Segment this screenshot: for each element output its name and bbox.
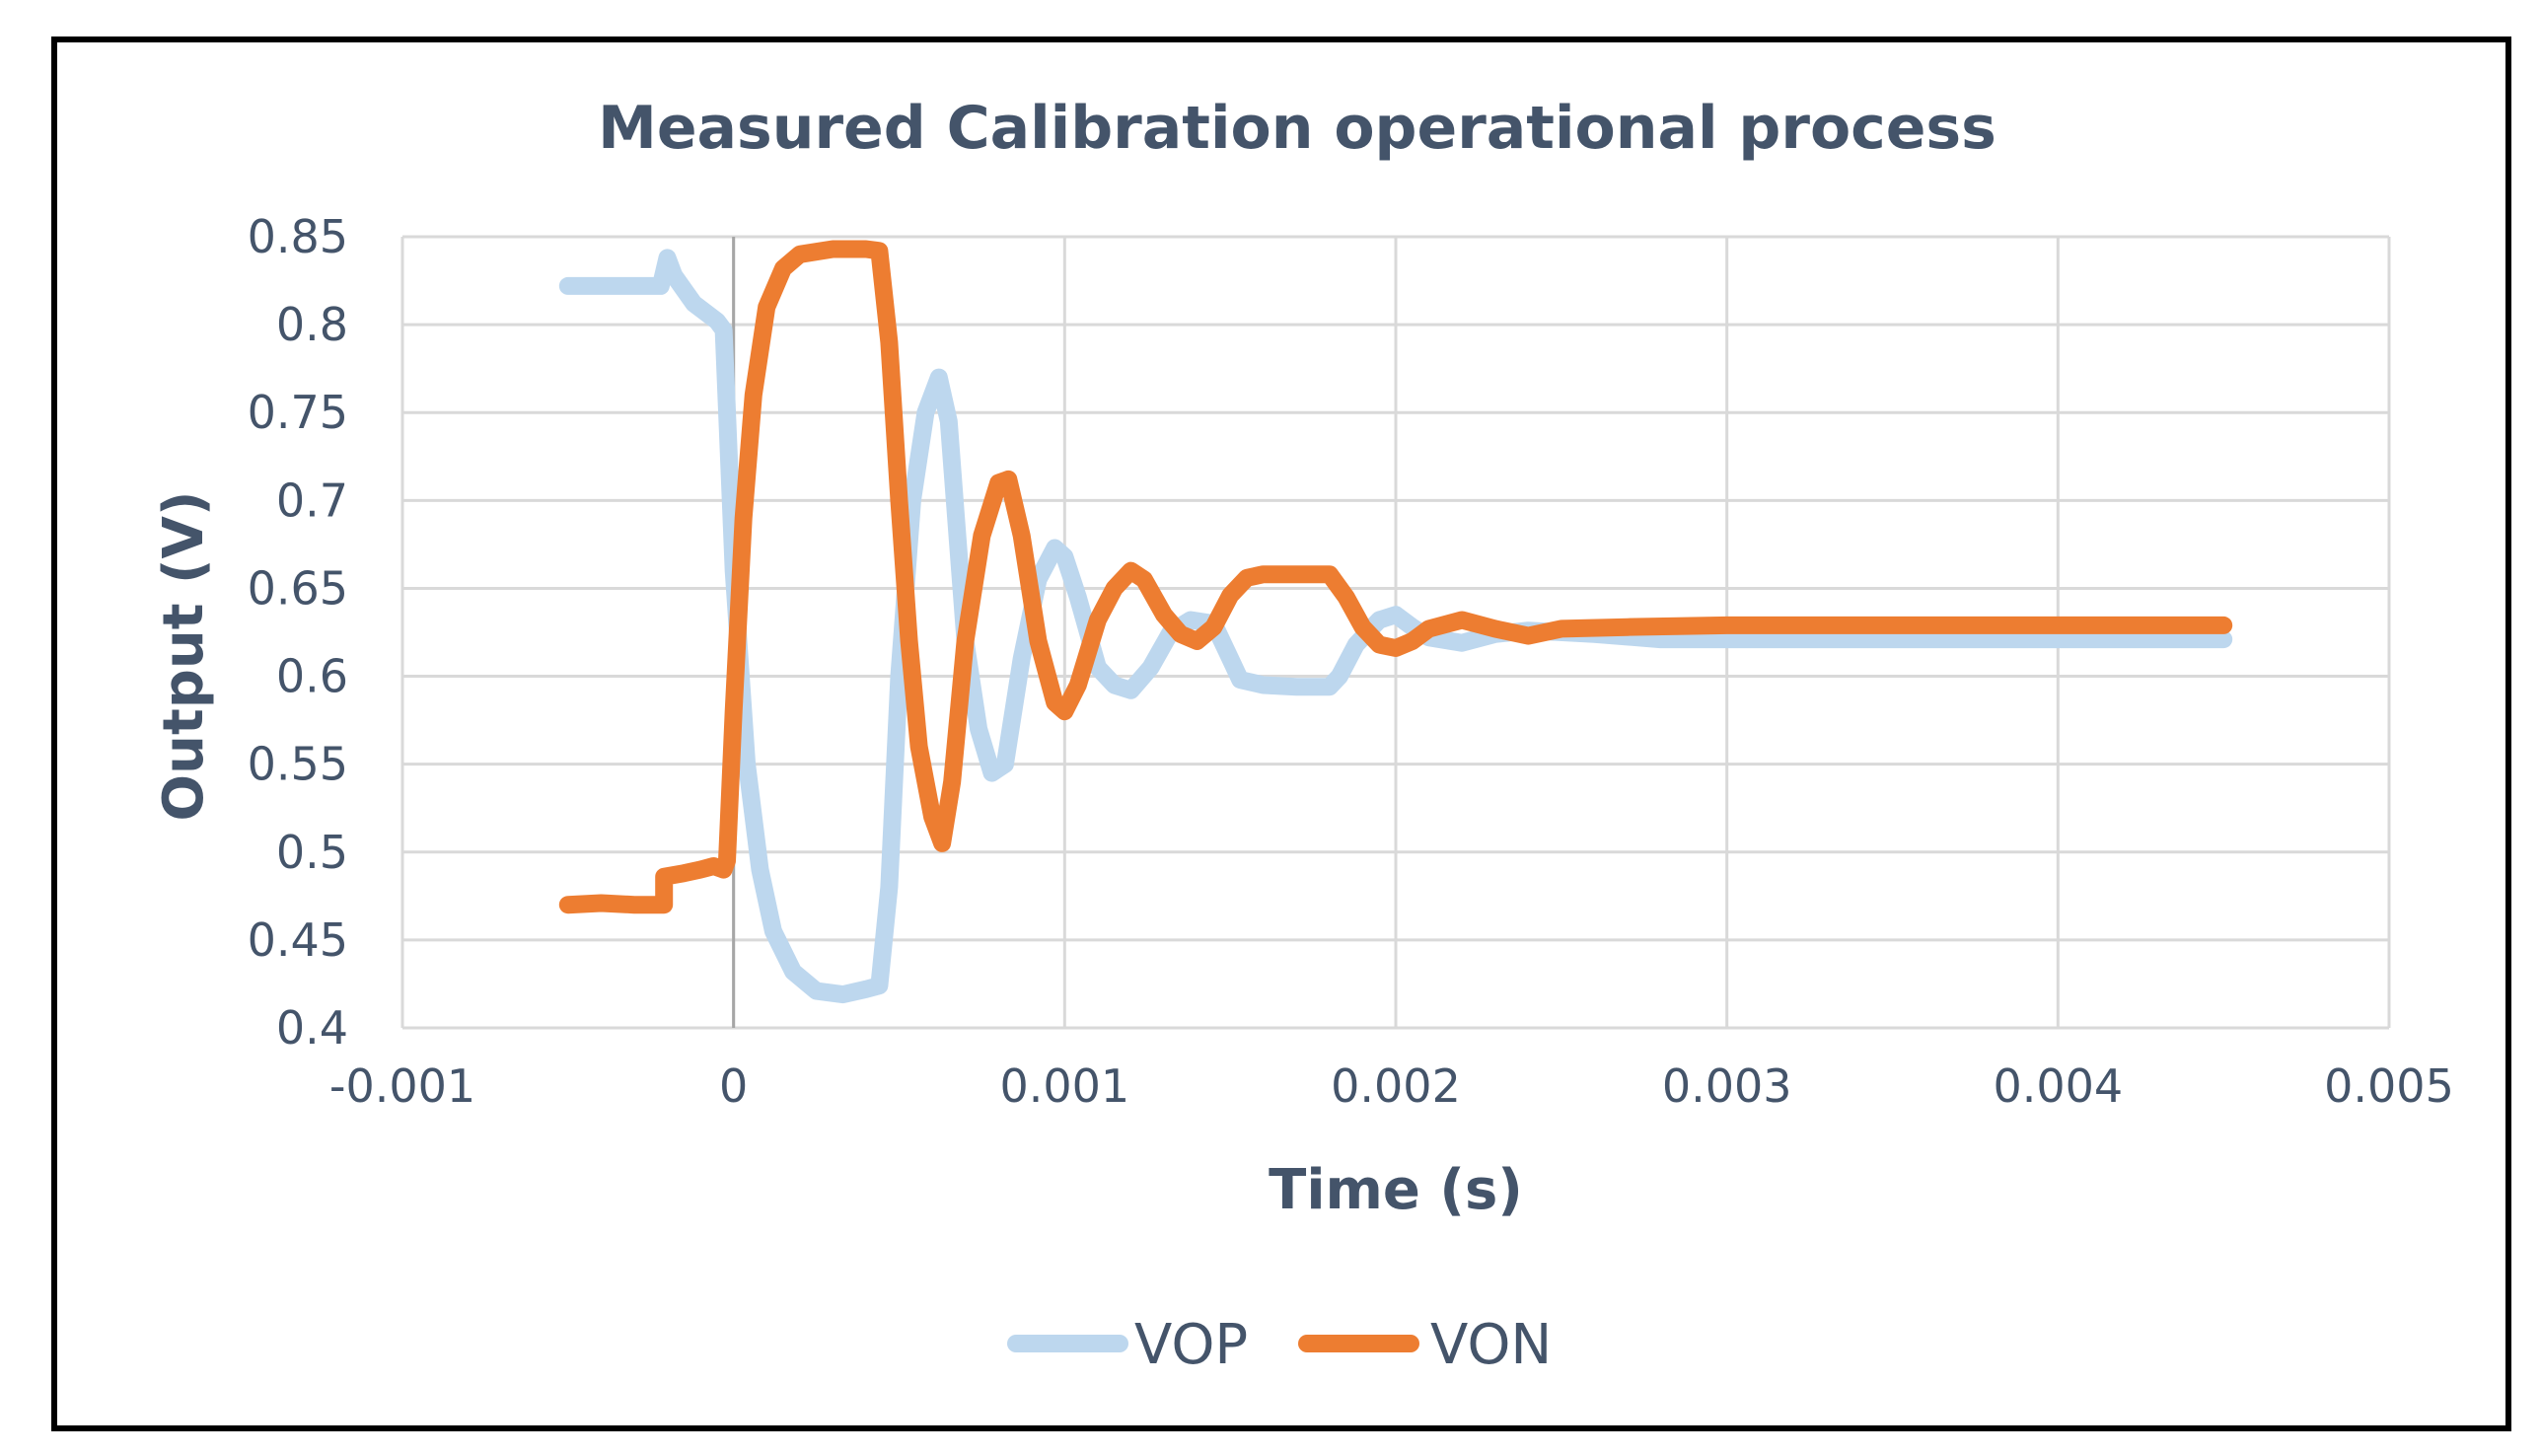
y-tick-label: 0.6 bbox=[276, 650, 348, 703]
legend-label-von: VON bbox=[1430, 1313, 1552, 1377]
y-axis-ticks: 0.4 0.45 0.5 0.55 0.6 0.65 0.7 0.75 0.8 0.85 bbox=[248, 210, 348, 1055]
y-tick-label: 0.5 bbox=[276, 826, 348, 879]
x-tick-label: 0.002 bbox=[1331, 1059, 1461, 1113]
y-tick-label: 0.55 bbox=[248, 738, 348, 791]
x-axis-title: Time (s) bbox=[1269, 1158, 1523, 1222]
chart-border bbox=[51, 36, 2511, 1431]
x-tick-label: 0.003 bbox=[1662, 1059, 1792, 1113]
series-line-von bbox=[558, 240, 2233, 914]
x-axis-ticks: -0.001 0 0.001 0.002 0.003 0.004 0.005 bbox=[329, 1059, 2454, 1113]
x-tick-label: 0.004 bbox=[1993, 1059, 2123, 1113]
legend: VOP VON bbox=[1007, 1313, 1552, 1377]
chart-title: Measured Calibration operational process bbox=[598, 94, 1996, 163]
series-lines bbox=[558, 240, 2233, 1004]
x-tick-label: 0.001 bbox=[999, 1059, 1129, 1113]
y-tick-label: 0.75 bbox=[248, 386, 348, 439]
y-tick-label: 0.65 bbox=[248, 561, 348, 615]
y-tick-label: 0.4 bbox=[276, 1001, 348, 1055]
x-tick-label: 0.005 bbox=[2324, 1059, 2454, 1113]
y-tick-label: 0.45 bbox=[248, 913, 348, 967]
x-tick-label: -0.001 bbox=[329, 1059, 475, 1113]
y-tick-label: 0.7 bbox=[276, 473, 348, 527]
legend-label-vop: VOP bbox=[1134, 1313, 1248, 1377]
y-tick-label: 0.8 bbox=[276, 298, 348, 351]
y-axis-title: Output (V) bbox=[152, 491, 216, 822]
y-tick-label: 0.85 bbox=[248, 210, 348, 263]
x-tick-label: 0 bbox=[719, 1059, 748, 1113]
